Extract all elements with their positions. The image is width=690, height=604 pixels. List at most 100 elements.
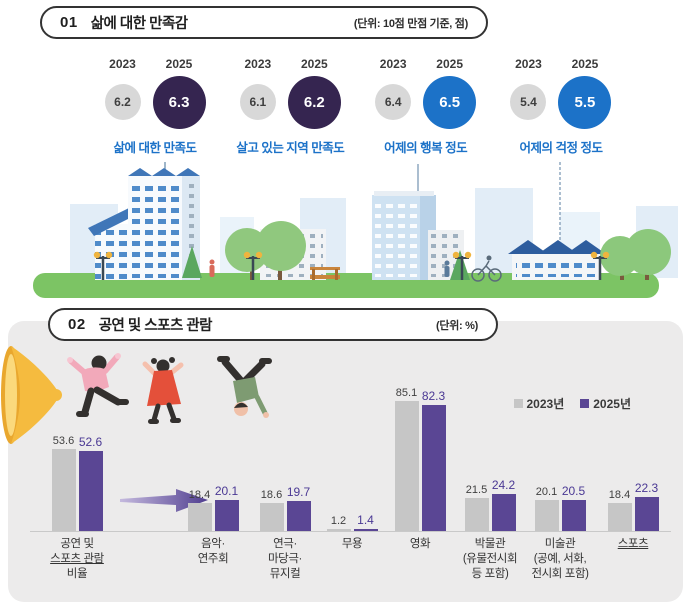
building-apartment bbox=[508, 162, 606, 280]
metric-group-0: 2023 6.2 2025 6.3 삶에 대한 만족도 bbox=[88, 57, 222, 156]
category-label-2: 연극· 마당극· 뮤지컬 bbox=[268, 537, 302, 582]
cityscape-illustration bbox=[33, 162, 678, 298]
year-label-2025: 2025 bbox=[300, 57, 328, 71]
bar-y2023 bbox=[187, 502, 212, 531]
value-circle-2023: 6.4 bbox=[375, 84, 412, 120]
category-line: 전시회 포함) bbox=[531, 567, 589, 580]
bar-value-y2025: 52.6 bbox=[78, 434, 103, 449]
value-circle-2025: 6.2 bbox=[287, 75, 341, 129]
legend-swatch bbox=[513, 399, 523, 408]
dancer-pink bbox=[67, 353, 129, 417]
circle-box: 5.5 bbox=[558, 74, 612, 130]
metric-column-2025: 2025 6.5 bbox=[423, 57, 477, 130]
building-annex bbox=[88, 206, 138, 280]
pedestrians bbox=[209, 259, 450, 277]
circle-box: 6.4 bbox=[375, 74, 412, 130]
category-line: (유물전시회 bbox=[462, 552, 518, 565]
metric-column-2023: 2023 6.4 bbox=[375, 57, 412, 130]
bar-column-y2025: 1.4 bbox=[353, 513, 378, 531]
bar-column-y2023: 1.2 bbox=[326, 515, 351, 531]
bars-area: 85.1 82.3 bbox=[394, 383, 446, 531]
bar-column-y2025: 20.1 bbox=[214, 484, 239, 531]
bar-column-y2023: 85.1 bbox=[394, 386, 419, 531]
bar-value-y2025: 24.2 bbox=[491, 478, 516, 492]
bar-value-y2023: 1.2 bbox=[330, 515, 347, 528]
bar-y2025 bbox=[634, 496, 659, 531]
bar-y2025 bbox=[561, 499, 586, 531]
building-lightblue-tower bbox=[372, 164, 436, 280]
chart-legend: 2023년 2025년 bbox=[513, 395, 631, 412]
bar-column-y2023: 21.5 bbox=[464, 484, 489, 531]
bar-value-y2023: 18.4 bbox=[188, 488, 211, 501]
section2-header: 02 공연 및 스포츠 관람 (단위: %) bbox=[48, 308, 498, 341]
metric-column-2023: 2023 6.2 bbox=[104, 57, 141, 130]
section1-unit: (단위: 10점 만점 기준, 점) bbox=[353, 17, 468, 30]
bar-column-y2023: 18.6 bbox=[259, 488, 284, 531]
metric-label: 어제의 행복 정도 bbox=[384, 141, 468, 155]
bar-value-y2023: 18.4 bbox=[608, 488, 631, 501]
bar-group-1: 18.4 20.1 음악· 연주회 bbox=[157, 383, 269, 567]
category-label-0: 공연 및 스포츠 관람 비율 bbox=[50, 537, 104, 582]
year-label-2023: 2023 bbox=[244, 57, 272, 71]
bar-group-4: 85.1 82.3 영화 bbox=[364, 383, 476, 552]
category-label-5: 박물관 (유물전시회 등 포함) bbox=[462, 537, 518, 582]
bar-value-y2025: 20.1 bbox=[214, 484, 239, 499]
bar-group-6: 20.1 20.5 미술관 (공예, 서화, 전시회 포함) bbox=[504, 383, 616, 582]
section1-title: 삶에 대한 만족감 bbox=[90, 16, 188, 32]
bar-value-y2023: 20.1 bbox=[535, 486, 558, 499]
section1-number: 01 bbox=[60, 14, 78, 31]
circle-box: 6.3 bbox=[152, 74, 206, 130]
circle-box: 6.2 bbox=[287, 74, 341, 130]
bar-value-y2023: 18.6 bbox=[260, 488, 283, 501]
category-line: 연주회 bbox=[197, 552, 229, 565]
legend-swatch bbox=[580, 399, 590, 408]
metric-label: 어제의 걱정 정도 bbox=[519, 141, 603, 155]
bar-column-y2023: 18.4 bbox=[607, 488, 632, 531]
satisfaction-metrics-row: 2023 6.2 2025 6.3 삶에 대한 만족도 2023 6.1 2025 6.2 살고 … bbox=[88, 57, 628, 156]
bar-column-y2023: 20.1 bbox=[534, 486, 559, 531]
value-circle-2023: 6.2 bbox=[104, 84, 141, 120]
category-line: 스포츠 bbox=[617, 538, 649, 550]
value-circle-2023: 5.4 bbox=[510, 84, 547, 120]
trend-arrow-icon bbox=[120, 489, 208, 512]
metric-column-2025: 2025 6.2 bbox=[287, 57, 341, 130]
category-line: 비율 bbox=[66, 567, 88, 580]
bar-column-y2025: 22.3 bbox=[634, 481, 659, 531]
bar-y2023 bbox=[394, 400, 419, 531]
chart-baseline bbox=[30, 531, 671, 532]
value-circle-2025: 5.5 bbox=[558, 75, 612, 129]
bars-area: 53.6 52.6 bbox=[51, 383, 103, 531]
trees-left bbox=[182, 221, 306, 280]
bar-group-7: 18.4 22.3 스포츠 bbox=[577, 383, 689, 552]
bar-y2025 bbox=[491, 494, 516, 531]
bar-y2023 bbox=[51, 449, 76, 531]
bar-group-2: 18.6 19.7 연극· 마당극· 뮤지컬 bbox=[229, 383, 341, 582]
legend-item-1: 2025년 bbox=[580, 395, 631, 412]
bars-area: 18.4 22.3 bbox=[607, 383, 659, 531]
bar-value-y2025: 82.3 bbox=[421, 389, 446, 404]
trees-right bbox=[600, 229, 671, 280]
value-circle-2025: 6.5 bbox=[423, 75, 477, 129]
bar-value-y2023: 21.5 bbox=[465, 484, 488, 497]
section2-panel: 02 공연 및 스포츠 관람 (단위: %) bbox=[1, 308, 683, 602]
bar-y2023 bbox=[607, 502, 632, 531]
bench bbox=[310, 267, 340, 280]
section2-title: 공연 및 스포츠 관람 bbox=[98, 318, 213, 334]
dancer-breakdance bbox=[217, 356, 272, 418]
bar-value-y2025: 20.5 bbox=[561, 483, 586, 498]
value-circle-2023: 6.1 bbox=[239, 84, 276, 120]
metric-circles: 2023 6.4 2025 6.5 bbox=[375, 57, 477, 130]
dancer-red-dress bbox=[142, 357, 184, 424]
value-circle-2025: 6.3 bbox=[152, 75, 206, 129]
metric-column-2025: 2025 6.3 bbox=[152, 57, 206, 130]
metric-circles: 2023 6.2 2025 6.3 bbox=[104, 57, 206, 130]
bar-value-y2025: 19.7 bbox=[286, 484, 311, 499]
category-label-4: 영화 bbox=[410, 537, 431, 552]
category-line: 등 포함) bbox=[471, 567, 509, 580]
bar-column-y2025: 19.7 bbox=[286, 484, 311, 531]
section2-unit: (단위: %) bbox=[436, 319, 478, 332]
bar-y2025 bbox=[214, 500, 239, 531]
metric-label: 삶에 대한 만족도 bbox=[113, 141, 197, 155]
bar-value-y2023: 85.1 bbox=[395, 386, 418, 399]
bar-column-y2025: 52.6 bbox=[78, 434, 103, 531]
